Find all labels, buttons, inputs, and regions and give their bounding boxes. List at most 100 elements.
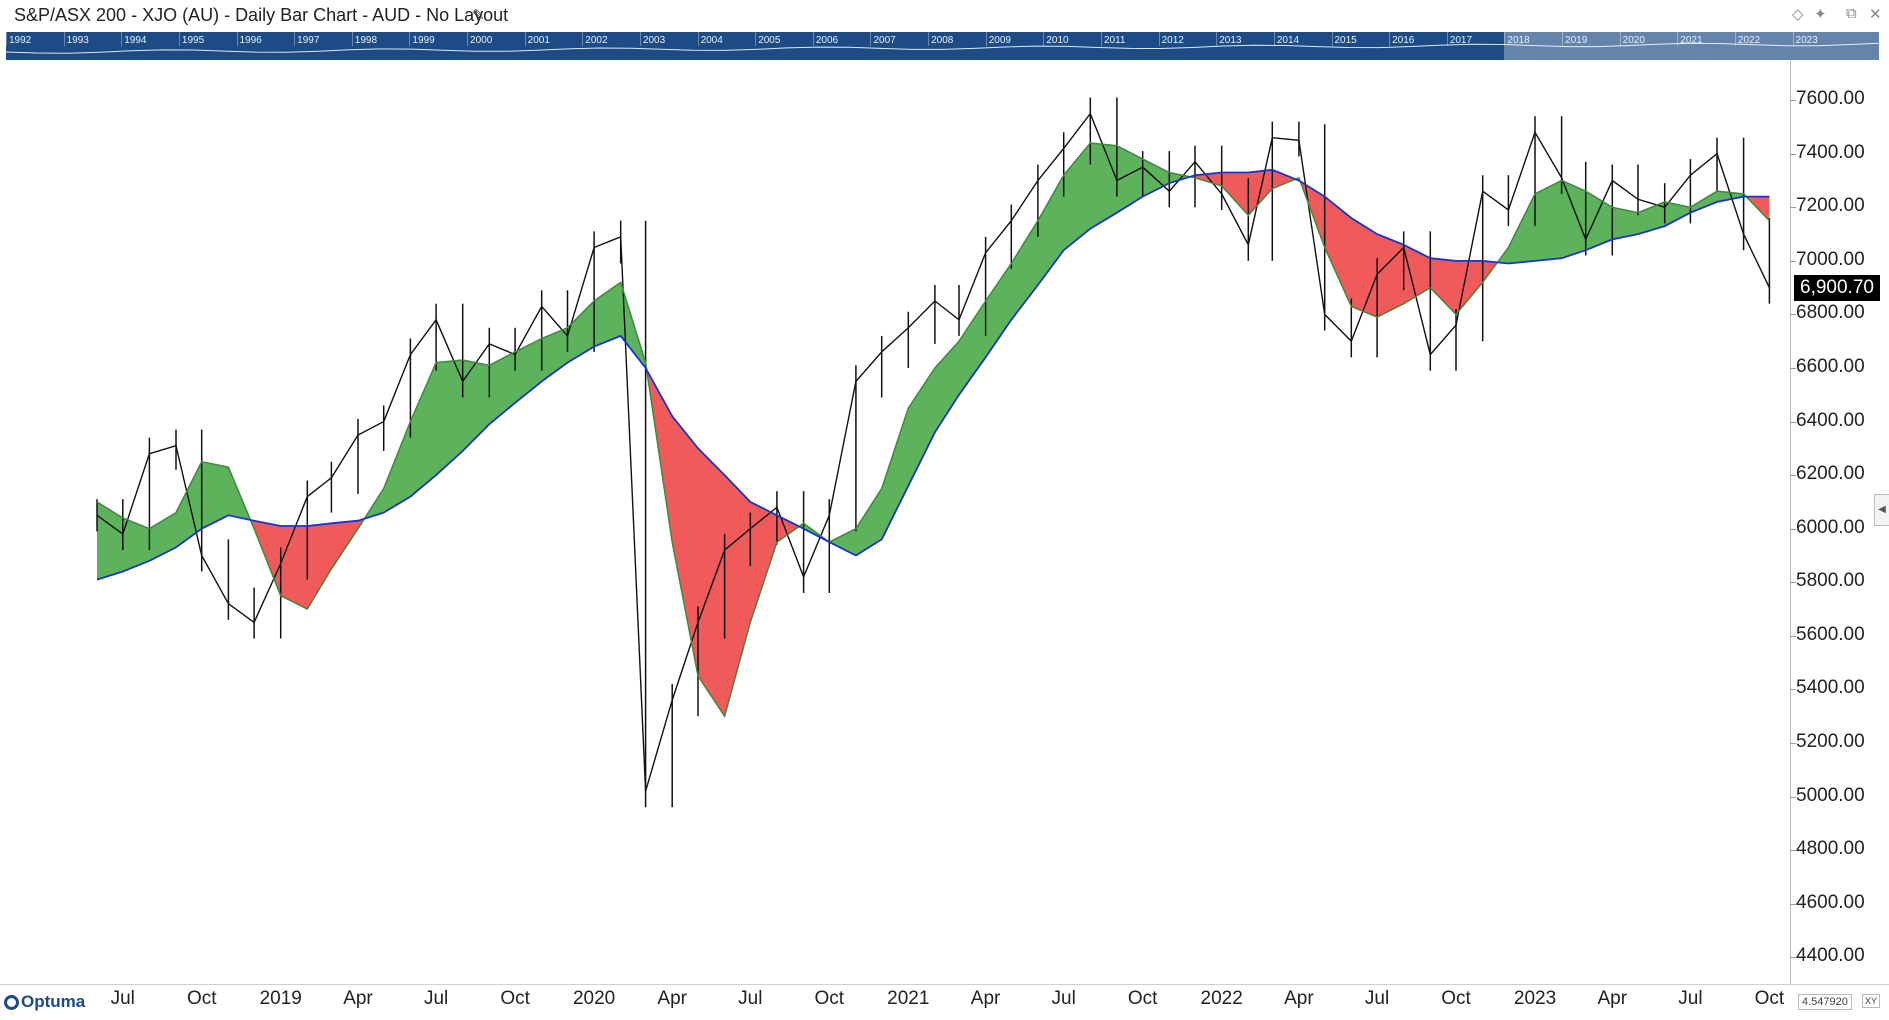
x-tick-label: Apr	[343, 988, 373, 1009]
navigator-year-tick	[1734, 32, 1736, 46]
navigator-year-label: 2011	[1103, 35, 1126, 46]
y-tick-mark	[1790, 207, 1796, 209]
navigator-year-label: 2019	[1565, 35, 1588, 46]
navigator-year-label: 2003	[642, 35, 666, 46]
navigator-year-tick	[1100, 32, 1102, 46]
navigator-year-tick	[1158, 32, 1160, 46]
navigator-year-tick	[524, 32, 526, 46]
restore-icon[interactable]: ⧉	[1846, 5, 1857, 22]
y-tick-mark	[1790, 314, 1796, 316]
navigator-year-label: 2002	[585, 35, 608, 46]
close-icon[interactable]: ✕	[1869, 6, 1882, 23]
y-tick-label: 5600.00	[1796, 623, 1865, 645]
navigator-year-label: 2008	[931, 35, 954, 46]
navigator-year-label: 2000	[470, 35, 493, 46]
x-tick-label: 2023	[1513, 988, 1557, 1009]
ma-cloud-7	[1300, 181, 1498, 318]
price-series-line	[96, 112, 1771, 792]
y-tick-mark	[1790, 850, 1796, 852]
navigator-year-label: 2014	[1276, 35, 1300, 46]
navigator-trace	[6, 42, 1879, 54]
y-tick-label: 4600.00	[1796, 891, 1865, 913]
navigator-year-tick	[1619, 32, 1621, 46]
pencil-icon[interactable]: ✎	[472, 7, 485, 24]
navigator-year-label: 1993	[66, 35, 89, 46]
y-tick-mark	[1790, 100, 1796, 102]
navigator-year-tick	[178, 32, 180, 46]
y-tick-mark	[1790, 368, 1796, 369]
optuma-logo-icon	[4, 995, 19, 1010]
x-tick-label: Jul	[1051, 988, 1076, 1009]
navigator-year-label: 2005	[758, 35, 781, 46]
navigator-year-tick	[1216, 32, 1218, 46]
navigator-year-tick	[294, 32, 296, 46]
chart-title: S&P/ASX 200 - XJO (AU) - Daily Bar Chart…	[14, 5, 509, 25]
navigator-year-tick	[63, 32, 65, 46]
xy-toggle[interactable]: XY	[1862, 994, 1881, 1008]
y-tick-label: 7600.00	[1796, 88, 1865, 110]
navigator-year-tick	[812, 32, 814, 46]
navigator-year-tick	[582, 32, 584, 46]
x-tick-label: Oct	[186, 988, 217, 1009]
time-navigator[interactable]: 1992 1993 1994 1995 1996 1997 1998 1999 2000 2001…	[6, 32, 1879, 60]
diamond-icon[interactable]: ◇	[1792, 6, 1804, 23]
short-moving-average-line	[96, 142, 1770, 718]
x-tick-label: Oct	[1441, 988, 1471, 1009]
navigator-year-tick	[639, 32, 641, 46]
scale-readout[interactable]: 4.547920	[1798, 994, 1852, 1010]
navigator-year-label: 1997	[297, 35, 320, 46]
y-tick-label: 7400.00	[1796, 141, 1865, 163]
navigator-year-label: 2016	[1392, 35, 1415, 46]
navigator-year-tick	[351, 32, 353, 46]
y-tick-mark	[1790, 903, 1796, 905]
y-tick-mark	[1790, 582, 1796, 584]
y-tick-label: 5200.00	[1796, 730, 1865, 752]
navigator-year-tick	[1504, 32, 1506, 46]
navigator-year-label: 1999	[412, 35, 435, 46]
y-tick-label: 7200.00	[1796, 195, 1865, 217]
ma-cloud-0	[97, 461, 251, 580]
navigator-year-tick	[985, 32, 987, 46]
y-tick-label: 6200.00	[1796, 463, 1865, 485]
navigator-year-label: 2022	[1737, 35, 1761, 46]
x-tick-label: 2019	[259, 988, 302, 1009]
navigator-year-label: 2021	[1680, 35, 1703, 46]
navigator-year-label: 2023	[1795, 35, 1818, 46]
navigator-year-label: 2006	[815, 35, 839, 46]
ma-cloud-4	[799, 143, 1190, 556]
ma-cloud-3	[646, 370, 800, 717]
navigator-year-label: 2007	[873, 35, 896, 46]
navigator-year-tick	[1043, 32, 1045, 46]
x-tick-label: Jul	[1678, 988, 1703, 1009]
y-tick-label: 6000.00	[1796, 516, 1865, 538]
navigator-year-label: 2017	[1449, 35, 1473, 46]
navigator-year-tick	[1331, 32, 1333, 46]
long-moving-average-line	[96, 168, 1770, 581]
y-tick-mark	[1790, 742, 1796, 744]
navigator-year-tick	[6, 32, 7, 46]
y-tick-label: 6400.00	[1796, 409, 1865, 431]
navigator-year-label: 1998	[354, 35, 378, 46]
pin-icon[interactable]: ✦	[1814, 6, 1827, 23]
y-tick-mark	[1790, 421, 1796, 423]
navigator-year-tick	[870, 32, 872, 46]
x-tick-label: Oct	[814, 988, 845, 1009]
navigator-year-tick	[1677, 32, 1679, 46]
y-tick-label: 7000.00	[1796, 248, 1865, 270]
x-tick-label: Jul	[110, 988, 135, 1009]
x-tick-label: 2022	[1200, 988, 1243, 1009]
last-price-badge: 6,900.70	[1794, 274, 1880, 301]
price-chart[interactable]	[6, 60, 1790, 984]
x-axis: Jul Oct 2019 Apr Jul Oct 2020 Apr Jul Oct 2021 Apr J…	[0, 984, 1889, 1020]
navigator-year-tick	[755, 32, 757, 46]
y-axis-scroll-handle[interactable]: ◀	[1874, 494, 1889, 526]
navigator-year-label: 2004	[700, 35, 723, 46]
y-tick-label: 4400.00	[1796, 945, 1865, 967]
ma-cloud-5	[1189, 169, 1296, 216]
navigator-visible-window[interactable]	[1504, 32, 1879, 60]
navigator-year-tick	[1273, 32, 1275, 46]
y-tick-mark	[1790, 796, 1796, 798]
ma-cloud-2	[364, 282, 647, 519]
navigator-year-label: 2012	[1161, 35, 1184, 46]
navigator-year-tick	[409, 32, 411, 46]
